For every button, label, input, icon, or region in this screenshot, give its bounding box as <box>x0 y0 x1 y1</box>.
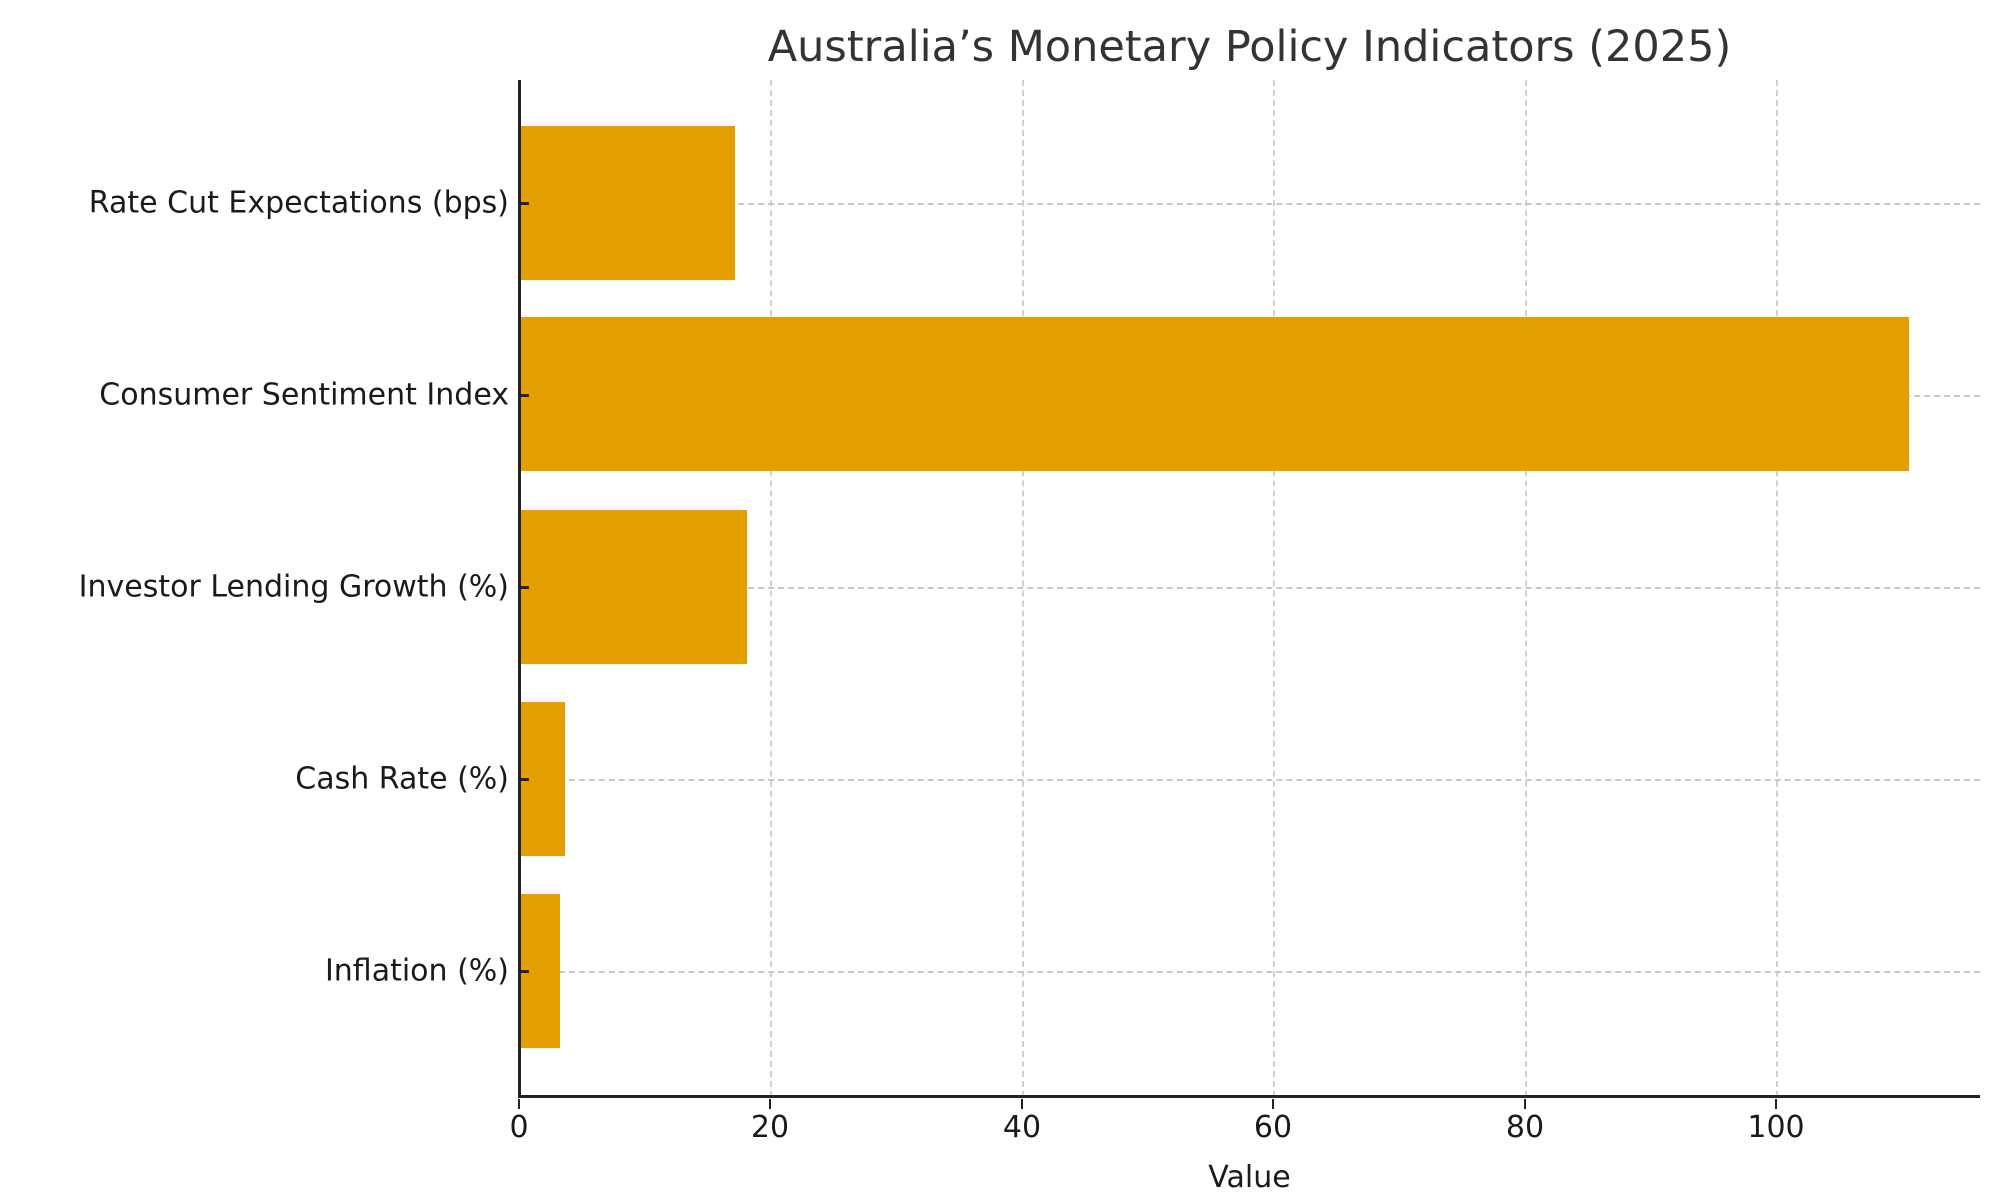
x-tick-mark <box>1272 1099 1274 1109</box>
bar-investor-lending-growth <box>520 510 747 664</box>
y-tick-mark <box>519 202 529 205</box>
y-tick-mark <box>519 394 529 397</box>
x-tick-mark <box>1021 1099 1023 1109</box>
y-tick-label: Cash Rate (%) <box>295 761 509 797</box>
x-tick-label: 60 <box>1253 1110 1293 1145</box>
x-tick-label: 40 <box>1002 1110 1042 1145</box>
x-tick-mark <box>518 1099 520 1109</box>
y-tick-mark <box>519 586 529 589</box>
x-tick-label: 80 <box>1505 1110 1545 1145</box>
y-tick-label: Inflation (%) <box>324 953 509 989</box>
y-tick-label: Investor Lending Growth (%) <box>78 569 509 605</box>
x-tick-mark <box>769 1099 771 1109</box>
x-axis-line <box>518 1095 1980 1098</box>
y-tick-label: Rate Cut Expectations (bps) <box>88 185 509 221</box>
bar-rate-cut-expectations <box>520 126 735 280</box>
y-tick-label: Consumer Sentiment Index <box>99 377 509 413</box>
chart-title: Australia’s Monetary Policy Indicators (… <box>767 22 1732 72</box>
x-tick-mark <box>1524 1099 1526 1109</box>
x-tick-label: 0 <box>509 1110 529 1145</box>
horizontal-gridline <box>519 971 1980 973</box>
horizontal-gridline <box>519 779 1980 781</box>
horizontal-gridline <box>519 587 1980 589</box>
y-tick-mark <box>519 970 529 973</box>
plot-area <box>518 80 1980 1109</box>
horizontal-gridline <box>519 203 1980 205</box>
x-tick-label: 100 <box>1747 1110 1805 1145</box>
y-tick-mark <box>519 778 529 781</box>
bar-consumer-sentiment-index <box>520 317 1909 471</box>
x-tick-mark <box>1775 1099 1777 1109</box>
x-tick-label: 20 <box>750 1110 790 1145</box>
x-axis-title: Value <box>1208 1160 1291 1195</box>
y-axis-line <box>518 80 521 1097</box>
